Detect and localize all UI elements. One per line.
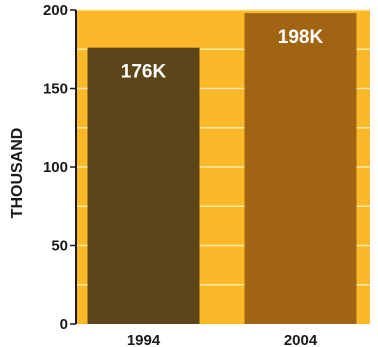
x-tick-labels: 1994 2004 bbox=[127, 332, 318, 347]
data-label-2004: 198K bbox=[278, 27, 324, 48]
bar-2004 bbox=[244, 13, 357, 324]
y-axis-label: THOUSAND bbox=[9, 128, 26, 219]
data-label-1994: 176K bbox=[121, 62, 167, 83]
y-tick-label: 150 bbox=[43, 81, 68, 98]
y-tick-label: 200 bbox=[43, 2, 68, 19]
bar-1994 bbox=[87, 47, 200, 325]
y-tick-label: 0 bbox=[60, 316, 68, 333]
y-ticks: 0 50 100 150 200 bbox=[43, 2, 76, 333]
x-tick-label-1994: 1994 bbox=[127, 332, 161, 347]
x-tick-label-2004: 2004 bbox=[284, 332, 318, 347]
y-tick-label: 100 bbox=[43, 159, 68, 176]
y-tick-label: 50 bbox=[51, 238, 68, 255]
data-labels: 176K 198K bbox=[121, 27, 324, 83]
bars bbox=[87, 13, 357, 325]
